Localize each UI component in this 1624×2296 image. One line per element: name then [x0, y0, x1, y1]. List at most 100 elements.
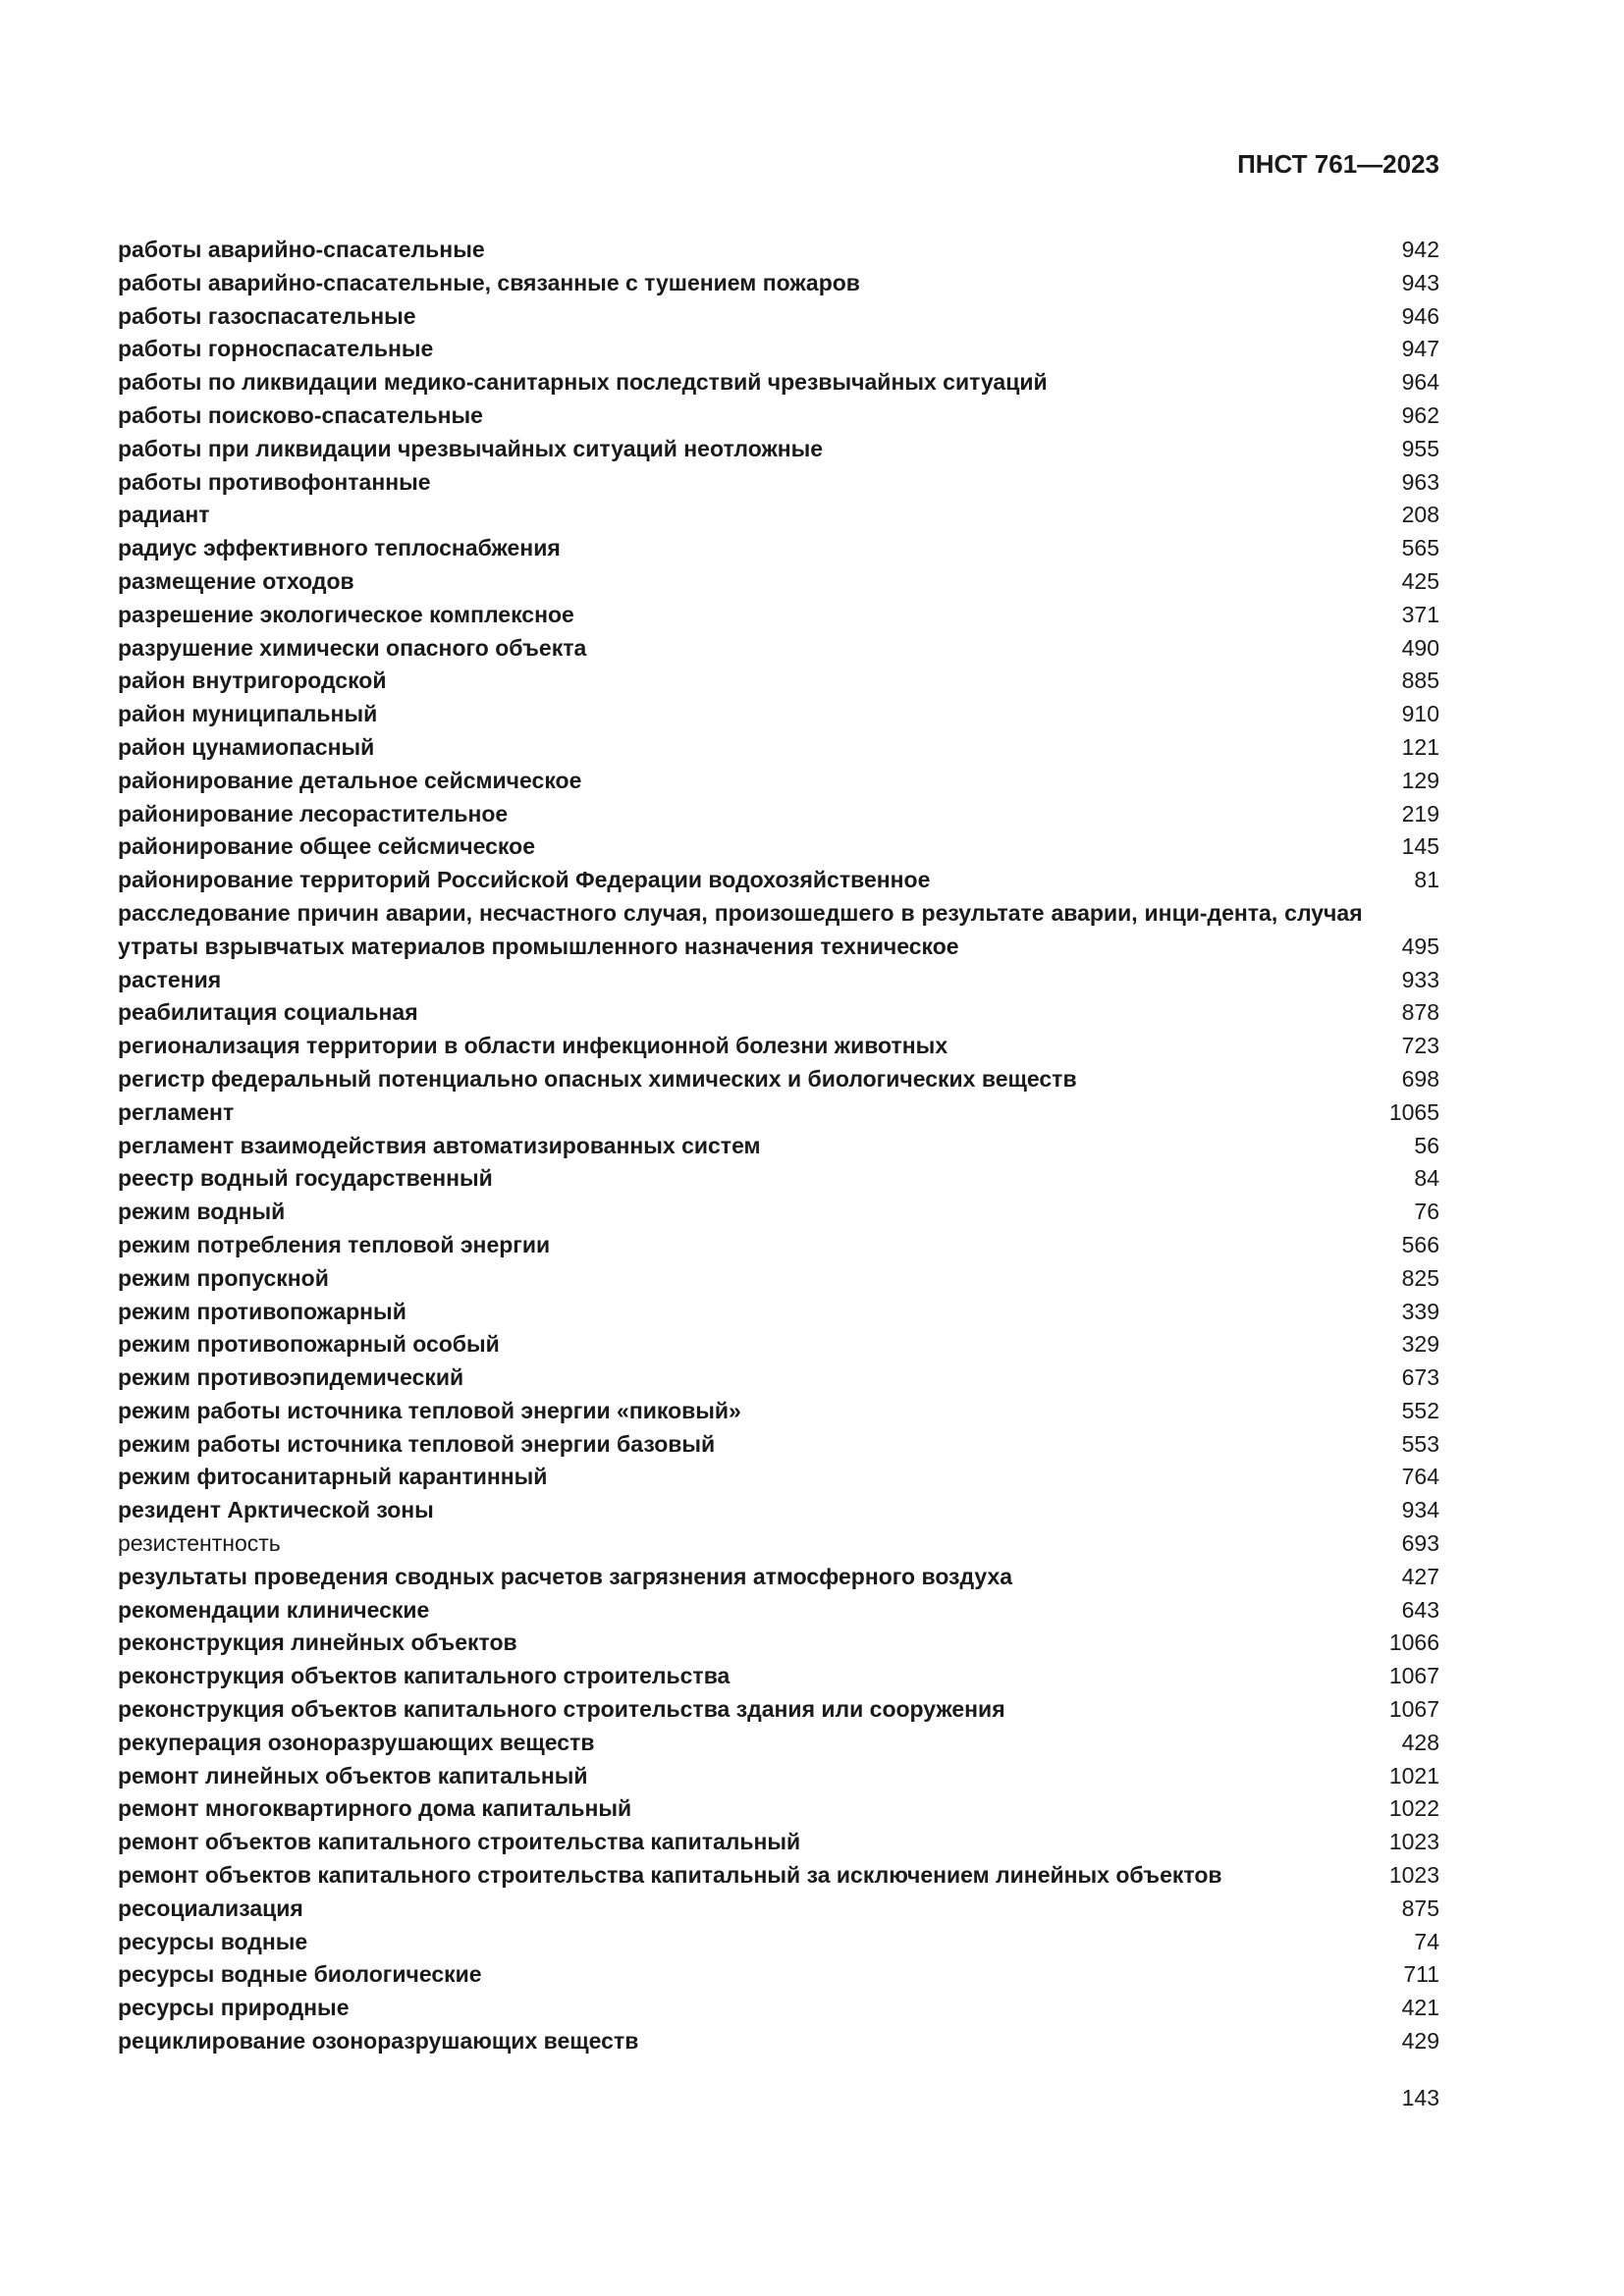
index-page-ref: 84 [1414, 1165, 1439, 1192]
index-page-ref: 428 [1401, 1729, 1439, 1755]
index-entry: разрешение экологическое комплексное 371 [118, 599, 1439, 632]
index-term: ресоциализация [118, 1895, 303, 1921]
index-entry: регламент 1065 [118, 1096, 1439, 1130]
index-entry: ресурсы водные 74 [118, 1926, 1439, 1959]
index-entry: радиус эффективного теплоснабжения 565 [118, 532, 1439, 565]
index-entry: ресурсы природные 421 [118, 1992, 1439, 2025]
index-term: работы по ликвидации медико-санитарных п… [118, 369, 1048, 396]
index-page-ref: 371 [1401, 601, 1439, 627]
index-entry: радиант 208 [118, 499, 1439, 532]
index-term: реконструкция линейных объектов [118, 1629, 517, 1656]
index-term: ресурсы природные [118, 1995, 350, 2021]
index-term: районирование лесорастительное [118, 800, 509, 827]
index-term: режим противопожарный особый [118, 1331, 500, 1358]
index-page-ref: 963 [1401, 468, 1439, 495]
index-entry: район муниципальный 910 [118, 698, 1439, 731]
index-page-ref: 553 [1401, 1430, 1439, 1457]
index-term: регламент взаимодействия автоматизирован… [118, 1132, 761, 1158]
index-page-ref: 1067 [1388, 1663, 1439, 1689]
index-entry: режим пропускной 825 [118, 1262, 1439, 1296]
index-term: работы аварийно-спасательные [118, 237, 485, 262]
index-entry: районирование детальное сейсмическое 129 [118, 765, 1439, 798]
index-term: результаты проведения сводных расчетов з… [118, 1563, 1013, 1589]
index-term: работы поисково-спасательные [118, 401, 483, 428]
index-term: регламент [118, 1098, 235, 1125]
index-page-ref: 885 [1401, 667, 1439, 694]
index-entry: режим работы источника тепловой энергии … [118, 1395, 1439, 1428]
index-page-ref: 943 [1401, 269, 1439, 295]
index-page-ref: 565 [1401, 535, 1439, 561]
index-term: режим противопожарный [118, 1298, 406, 1324]
index-page-ref: 723 [1401, 1033, 1439, 1059]
index-page-ref: 427 [1401, 1563, 1439, 1589]
index-page-ref: 1023 [1388, 1862, 1439, 1889]
index-entry: регистр федеральный потенциально опасных… [118, 1063, 1439, 1096]
index-term: реконструкция объектов капитального стро… [118, 1663, 731, 1689]
index-term: реконструкция объектов капитального стро… [118, 1696, 1005, 1723]
index-term: район внутригородской [118, 667, 387, 694]
index-term: растения [118, 966, 222, 992]
index-term: ресурсы водные [118, 1928, 308, 1954]
index-page-ref: 76 [1414, 1199, 1439, 1225]
index-term: режим фитосанитарный карантинный [118, 1464, 548, 1490]
index-page-ref: 490 [1401, 634, 1439, 661]
index-term: радиус эффективного теплоснабжения [118, 535, 561, 561]
index-entry: регламент взаимодействия автоматизирован… [118, 1130, 1439, 1163]
index-page-ref: 339 [1401, 1298, 1439, 1324]
index-page-ref: 1067 [1388, 1696, 1439, 1723]
index-entry: ремонт объектов капитального строительст… [118, 1859, 1439, 1893]
index-page-ref: 946 [1401, 302, 1439, 329]
index-page-ref: 875 [1401, 1895, 1439, 1921]
index-entry: работы поисково-спасательные 962 [118, 400, 1439, 433]
index-page-ref: 698 [1401, 1065, 1439, 1092]
index-entry: ресоциализация 875 [118, 1893, 1439, 1926]
index-page-ref: 552 [1401, 1397, 1439, 1423]
index-page-ref: 425 [1401, 567, 1439, 594]
index-page-ref: 208 [1401, 502, 1439, 528]
index-term: режим водный [118, 1199, 286, 1225]
index-term: реабилитация социальная [118, 999, 418, 1026]
index-term: регионализация территории в области инфе… [118, 1033, 948, 1059]
index-term: ремонт многоквартирного дома капитальный [118, 1795, 632, 1822]
index-term: ремонт объектов капитального строительст… [118, 1862, 1222, 1889]
index-term: режим пропускной [118, 1264, 329, 1291]
index-page-ref: 673 [1401, 1364, 1439, 1391]
index-entry: реконструкция объектов капитального стро… [118, 1660, 1439, 1693]
index-term: режим работы источника тепловой энергии … [118, 1430, 716, 1457]
index-term: рекомендации клинические [118, 1596, 430, 1623]
index-entry: резидент Арктической зоны 934 [118, 1494, 1439, 1527]
index-page-ref: 764 [1401, 1464, 1439, 1490]
index-entry: регионализация территории в области инфе… [118, 1030, 1439, 1063]
index-page-ref: 693 [1401, 1530, 1439, 1557]
index-entry: рециклирование озоноразрушающих веществ 4… [118, 2025, 1439, 2058]
index-entry: реконструкция объектов капитального стро… [118, 1693, 1439, 1727]
index-page-ref: 1022 [1388, 1795, 1439, 1822]
index-term: работы при ликвидации чрезвычайных ситуа… [118, 435, 824, 461]
index-term: районирование детальное сейсмическое [118, 767, 582, 793]
index-entry: режим потребления тепловой энергии 566 [118, 1229, 1439, 1262]
index-term: рекуперация озоноразрушающих веществ [118, 1729, 595, 1755]
index-page-ref: 56 [1414, 1132, 1439, 1158]
index-entry: работы аварийно-спасательные, связанные … [118, 267, 1439, 300]
index-term: режим противоэпидемический [118, 1364, 464, 1391]
index-entry: резистентность 693 [118, 1527, 1439, 1561]
index-page-ref: 947 [1401, 336, 1439, 362]
index-entry: рекуперация озоноразрушающих веществ 428 [118, 1727, 1439, 1760]
index-entry: работы газоспасательные 946 [118, 300, 1439, 334]
index-entry: работы аварийно-спасательные 942 [118, 234, 1439, 267]
index-entry: район внутригородской 885 [118, 665, 1439, 698]
index-page-ref: 825 [1401, 1264, 1439, 1291]
index-page-ref: 962 [1401, 401, 1439, 428]
index-entry: реабилитация социальная 878 [118, 996, 1439, 1030]
document-header: ПНСТ 761—2023 [1237, 149, 1439, 179]
index-term: радиант [118, 502, 210, 528]
index-entry: реконструкция линейных объектов 1066 [118, 1627, 1439, 1660]
index-page-ref: 121 [1401, 733, 1439, 760]
index-term: ресурсы водные биологические [118, 1961, 482, 1988]
index-entry: размещение отходов 425 [118, 565, 1439, 599]
index-term: размещение отходов [118, 567, 354, 594]
index-entry: районирование территорий Российской Феде… [118, 864, 1439, 897]
index-page-ref: 1066 [1388, 1629, 1439, 1656]
index-page-ref: 566 [1401, 1231, 1439, 1257]
index-page-ref: 942 [1401, 237, 1439, 262]
